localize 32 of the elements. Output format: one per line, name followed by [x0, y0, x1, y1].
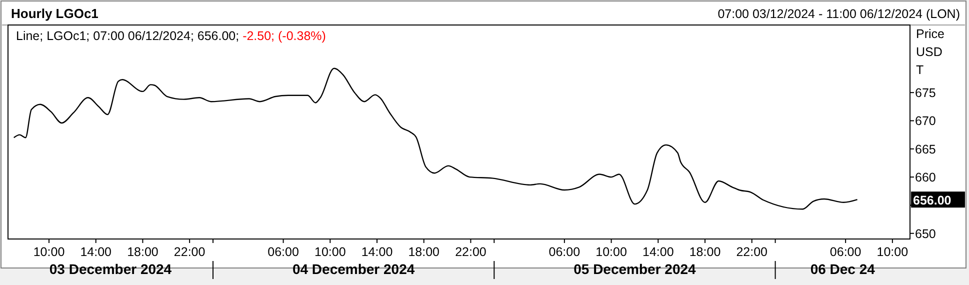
y-tick-label: 660: [915, 170, 936, 185]
x-tick-label: 10:00: [314, 245, 346, 259]
x-tick-label: 10:00: [33, 245, 65, 259]
x-tick-label: 06:00: [830, 245, 862, 259]
line-series: [13, 68, 858, 210]
x-tick-label: 14:00: [361, 245, 393, 259]
y-tick-label: 650: [915, 226, 936, 241]
y-tick-label: 675: [915, 86, 936, 100]
y-tick-label: 670: [915, 114, 936, 128]
chart-subtitle: Line; LGOc1; 07:00 06/12/2024; 656.00;: [16, 29, 240, 43]
x-tick-label: 14:00: [80, 245, 112, 259]
x-tick-label: 10:00: [876, 245, 908, 259]
text: 07:00 03/12/2024 - 11:00 06/12/2024 (LON): [718, 7, 960, 21]
chart-title: Hourly LGOc1: [11, 6, 98, 21]
annotation: -2.50; (-0.38%): [239, 29, 326, 43]
text: 04 December 2024: [292, 261, 415, 277]
x-tick-label: 10:00: [596, 245, 627, 259]
x-tick-label: 18:00: [408, 245, 440, 259]
x-tick-label: 22:00: [174, 245, 206, 259]
text: 05 December 2024: [574, 261, 696, 277]
text: 03 December 2024: [49, 261, 172, 277]
y-axis-title: Price USD T: [916, 27, 945, 77]
x-tick-label: 22:00: [455, 245, 486, 259]
text: 656.00: [913, 194, 952, 208]
x-tick-label: 22:00: [736, 245, 768, 259]
x-tick-label: 18:00: [689, 245, 721, 259]
x-tick-label: 18:00: [127, 245, 158, 259]
x-tick-label: 06:00: [548, 245, 580, 259]
y-tick-label: 665: [915, 142, 936, 156]
x-tick-label: 06:00: [268, 245, 299, 259]
x-tick-label: 14:00: [642, 245, 674, 259]
text: 06 Dec 24: [810, 261, 876, 277]
